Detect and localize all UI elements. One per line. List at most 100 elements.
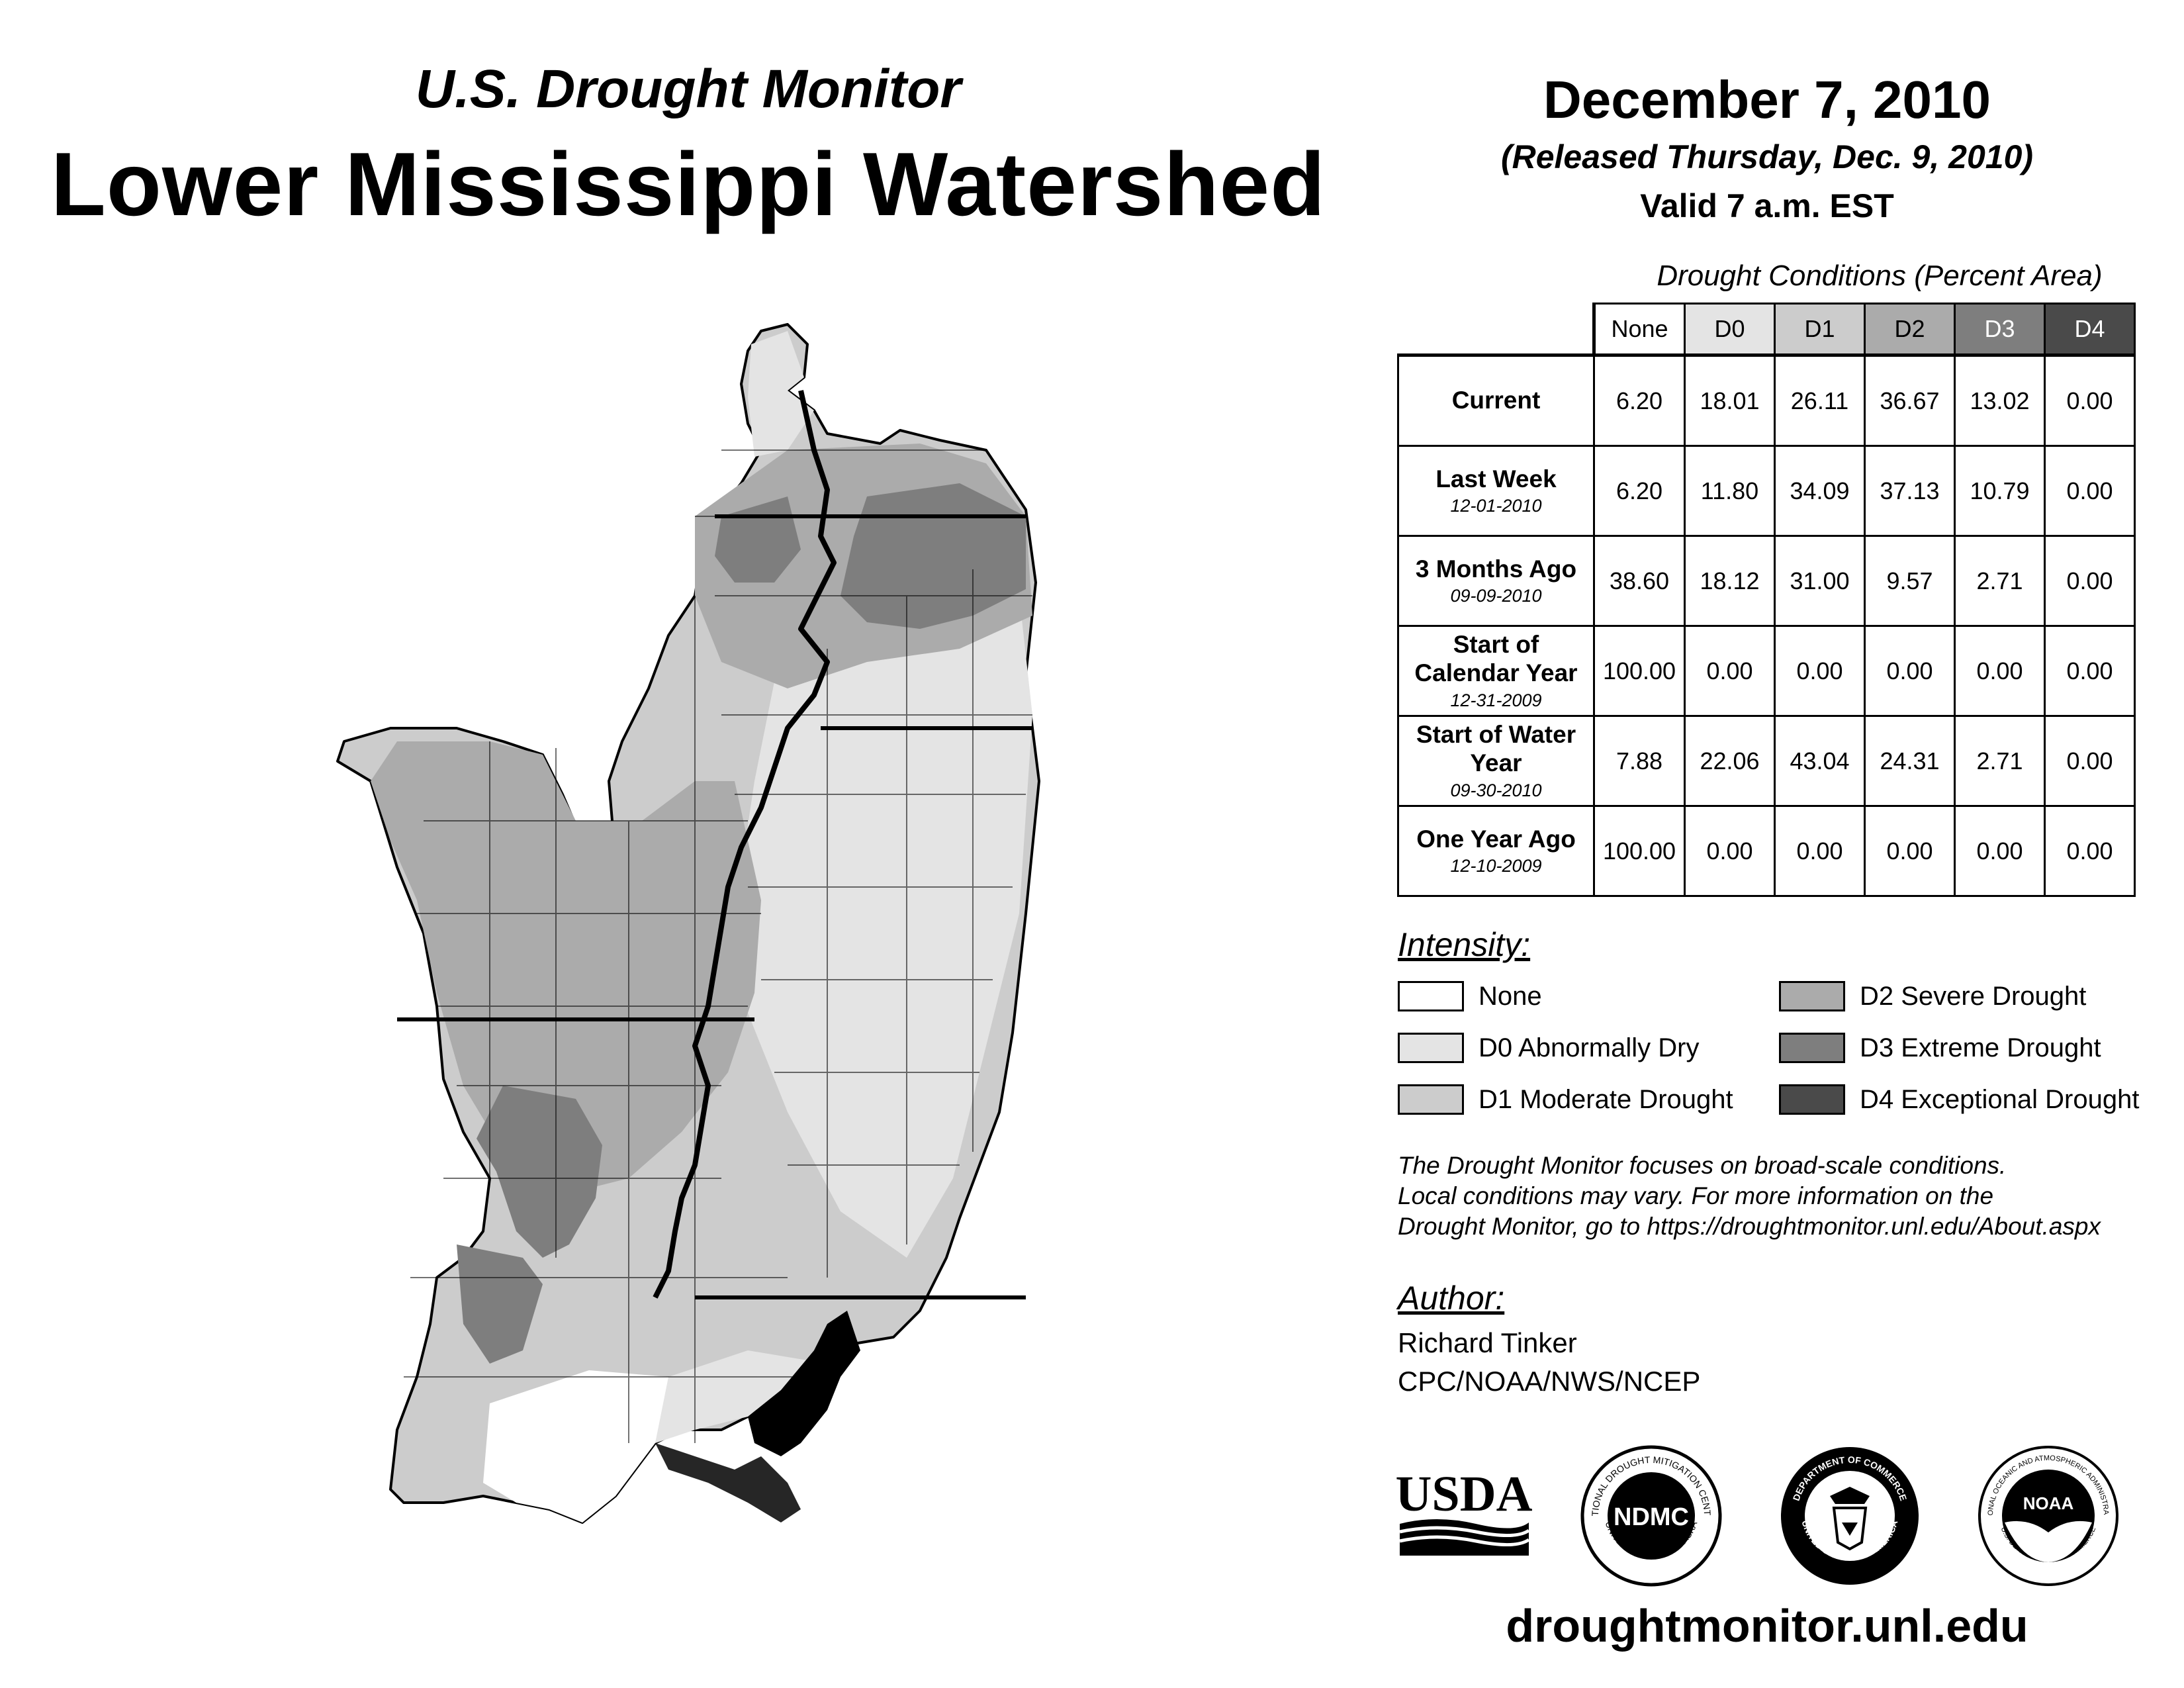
col-none: None: [1593, 303, 1686, 356]
table-cell: 0.00: [1954, 625, 2046, 717]
author-heading: Author:: [1398, 1280, 1505, 1317]
row-label-text: Start of Calendar Year: [1414, 631, 1578, 686]
table-cell: 31.00: [1774, 535, 1866, 627]
legend-item-d4: D4 Exceptional Drought: [1779, 1083, 2139, 1116]
table-cell: 6.20: [1593, 445, 1686, 537]
legend-title: Intensity:: [1398, 926, 1531, 963]
row-label: Start of Calendar Year 12-31-2009: [1397, 625, 1595, 717]
row-date: 09-30-2010: [1450, 780, 1542, 800]
table-cell: 43.04: [1774, 715, 1866, 807]
ndmc-logo: NATIONAL DROUGHT MITIGATION CENTER UNIVE…: [1578, 1443, 1722, 1587]
table-cell: 7.88: [1593, 715, 1686, 807]
col-d0: D0: [1684, 303, 1776, 356]
legend-swatch: [1398, 981, 1464, 1011]
usda-logo-text: USDA: [1396, 1466, 1532, 1522]
website-url[interactable]: droughtmonitor.unl.edu: [1506, 1600, 2028, 1652]
none-area-south: [483, 1370, 695, 1523]
table-cell: 0.00: [2044, 715, 2136, 807]
table-cell: 0.00: [2044, 625, 2136, 717]
ndmc-logo-text: NDMC: [1614, 1503, 1689, 1531]
legend-label: D0 Abnormally Dry: [1479, 1033, 1700, 1062]
map-date: December 7, 2010: [1543, 70, 1991, 129]
legend-label: None: [1479, 981, 1542, 1011]
noaa-logo: NATIONAL OCEANIC AND ATMOSPHERIC ADMINIS…: [1976, 1443, 2118, 1586]
col-d1: D1: [1774, 303, 1866, 356]
table-row: Start of Calendar Year 12-31-2009 100.00 0.…: [1397, 625, 2136, 717]
legend-item-d3: D3 Extreme Drought: [1779, 1031, 2101, 1064]
table-cell: 0.00: [2044, 535, 2136, 627]
note-line: Drought Monitor, go to https://droughtmo…: [1398, 1213, 2101, 1240]
release-date: (Released Thursday, Dec. 9, 2010): [1500, 138, 2034, 175]
table-cell: 22.06: [1684, 715, 1776, 807]
note-line: The Drought Monitor focuses on broad-sca…: [1398, 1152, 2007, 1179]
table-cell: 11.80: [1684, 445, 1776, 537]
row-label: Last Week 12-01-2010: [1397, 445, 1595, 537]
row-date: 12-10-2009: [1450, 856, 1542, 876]
table-row: One Year Ago 12-10-2009 100.00 0.00 0.00 0.00…: [1397, 805, 2136, 897]
map-subtitle: U.S. Drought Monitor: [415, 59, 962, 119]
d0-area-east: [735, 569, 1032, 1258]
drought-map: [336, 323, 1040, 1524]
table-cell: 0.00: [2044, 353, 2136, 447]
table-cell: 0.00: [1684, 625, 1776, 717]
row-label: One Year Ago 12-10-2009: [1397, 805, 1595, 897]
disclaimer-note: The Drought Monitor focuses on broad-sca…: [1398, 1150, 2165, 1242]
usda-logo: USDA: [1396, 1466, 1532, 1556]
d3-area-northeast: [841, 483, 1026, 629]
table-cell: 13.02: [1954, 353, 2046, 447]
legend-label: D1 Moderate Drought: [1479, 1084, 1733, 1114]
coast-islands: [655, 1443, 801, 1523]
commerce-seal: DEPARTMENT OF COMMERCE UNITED STATES OF …: [1781, 1447, 1919, 1585]
author-name: Richard Tinker: [1398, 1327, 1577, 1358]
table-cell: 0.00: [1774, 625, 1866, 717]
table-cell: 26.11: [1774, 353, 1866, 447]
row-label-text: Current: [1451, 387, 1541, 414]
table-body: Current 6.20 18.01 26.11 36.67 13.02 0.00 Last …: [1397, 353, 2136, 897]
table-cell: 24.31: [1864, 715, 1956, 807]
row-label-text: 3 Months Ago: [1415, 555, 1577, 583]
table-cell: 2.71: [1954, 715, 2046, 807]
row-label: Start of Water Year 09-30-2010: [1397, 715, 1595, 807]
table-caption: Drought Conditions (Percent Area): [1657, 259, 2103, 292]
row-date: 12-01-2010: [1450, 496, 1542, 516]
table-row: Last Week 12-01-2010 6.20 11.80 34.09 37.13 10…: [1397, 445, 2136, 537]
table-cell: 0.00: [1864, 805, 1956, 897]
mississippi-river: [653, 390, 837, 1299]
table-cell: 100.00: [1593, 805, 1686, 897]
table-cell: 0.00: [1864, 625, 1956, 717]
table-row: 3 Months Ago 09-09-2010 38.60 18.12 31.00 9.5…: [1397, 535, 2136, 627]
legend-item-d1: D1 Moderate Drought: [1398, 1083, 1733, 1116]
row-date: 09-09-2010: [1450, 586, 1542, 606]
row-label: 3 Months Ago 09-09-2010: [1397, 535, 1595, 627]
map-title: Lower Mississippi Watershed: [50, 134, 1326, 234]
table-cell: 38.60: [1593, 535, 1686, 627]
col-d4: D4: [2044, 303, 2136, 356]
drought-conditions-table: None D0 D1 D2 D3 D4 Current 6.20 18.01 26.1…: [1397, 303, 2136, 897]
note-line: Local conditions may vary. For more info…: [1398, 1182, 1994, 1209]
table-cell: 0.00: [2044, 805, 2136, 897]
legend-swatch: [1779, 1033, 1845, 1063]
table-cell: 0.00: [1774, 805, 1866, 897]
table-row: Start of Water Year 09-30-2010 7.88 22.06 43…: [1397, 715, 2136, 807]
table-cell: 0.00: [2044, 445, 2136, 537]
row-label-text: One Year Ago: [1416, 825, 1576, 853]
table-cell: 0.00: [1684, 805, 1776, 897]
author-org: CPC/NOAA/NWS/NCEP: [1398, 1366, 1701, 1397]
table-corner: [1398, 303, 1596, 357]
table-cell: 34.09: [1774, 445, 1866, 537]
table-cell: 2.71: [1954, 535, 2046, 627]
table-cell: 36.67: [1864, 353, 1956, 447]
row-label: Current: [1397, 353, 1595, 447]
legend-item-d2: D2 Severe Drought: [1779, 980, 2086, 1013]
county-lines: [404, 449, 1032, 1443]
col-d3: D3: [1954, 303, 2046, 356]
table-cell: 18.01: [1684, 353, 1776, 447]
d0-area-north: [748, 331, 814, 457]
legend-label: D4 Exceptional Drought: [1860, 1084, 2140, 1114]
row-label-text: Last Week: [1435, 465, 1557, 492]
table-row: Current 6.20 18.01 26.11 36.67 13.02 0.00: [1397, 353, 2136, 447]
table-cell: 10.79: [1954, 445, 2046, 537]
table-cell: 0.00: [1954, 805, 2046, 897]
table-cell: 37.13: [1864, 445, 1956, 537]
legend-swatch: [1779, 981, 1845, 1011]
